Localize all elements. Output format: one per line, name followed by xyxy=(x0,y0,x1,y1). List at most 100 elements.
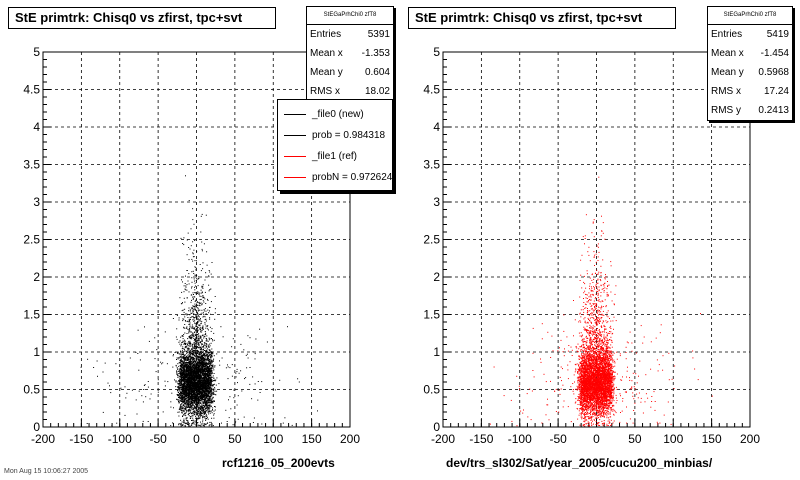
data-point xyxy=(207,366,209,368)
data-point xyxy=(184,398,186,400)
data-point xyxy=(213,373,215,374)
data-point xyxy=(178,357,180,359)
data-point xyxy=(202,357,204,358)
data-point xyxy=(120,387,122,389)
data-point xyxy=(206,396,207,398)
data-point xyxy=(204,319,206,321)
data-point xyxy=(195,306,197,308)
data-point xyxy=(199,401,201,403)
data-point xyxy=(203,411,205,413)
data-point xyxy=(211,376,213,378)
data-point xyxy=(187,342,189,344)
data-point xyxy=(193,316,194,318)
data-point xyxy=(207,377,209,379)
data-point xyxy=(186,375,188,376)
data-point xyxy=(198,338,200,340)
data-point xyxy=(203,350,205,351)
data-point xyxy=(200,322,202,324)
data-point xyxy=(197,355,199,357)
data-point xyxy=(204,395,206,397)
data-point xyxy=(190,385,192,387)
data-point xyxy=(149,424,151,426)
data-point xyxy=(197,315,199,317)
data-point xyxy=(192,388,194,389)
data-point xyxy=(208,312,210,314)
data-point xyxy=(207,386,209,388)
data-point xyxy=(202,328,204,330)
data-point xyxy=(259,328,261,330)
data-point xyxy=(193,371,195,373)
data-point xyxy=(205,412,207,414)
data-point xyxy=(195,364,197,366)
data-point xyxy=(190,399,192,401)
data-point xyxy=(182,397,184,399)
data-point xyxy=(194,320,196,322)
data-point xyxy=(206,366,208,368)
data-point xyxy=(202,416,204,418)
data-point xyxy=(188,393,190,394)
data-point xyxy=(180,336,182,338)
data-point xyxy=(189,338,191,340)
data-point xyxy=(197,313,199,315)
data-point xyxy=(181,403,182,405)
data-point xyxy=(279,379,281,381)
data-point xyxy=(206,351,208,353)
data-point xyxy=(179,378,181,380)
data-point xyxy=(200,341,202,343)
data-point xyxy=(192,241,194,243)
data-point xyxy=(184,364,186,366)
data-point xyxy=(207,328,209,330)
data-point xyxy=(197,364,199,366)
data-point xyxy=(187,320,188,322)
data-point xyxy=(197,291,199,293)
data-point xyxy=(161,363,163,365)
data-point xyxy=(186,417,188,419)
data-point xyxy=(188,391,190,393)
data-point xyxy=(203,378,205,380)
data-point xyxy=(210,375,212,377)
data-point xyxy=(195,361,197,363)
data-point xyxy=(209,387,211,389)
data-point xyxy=(183,244,185,246)
data-point xyxy=(183,384,184,386)
data-point xyxy=(203,404,205,406)
data-point xyxy=(182,403,184,405)
data-point xyxy=(198,390,200,392)
data-point xyxy=(154,337,156,339)
data-point xyxy=(181,356,183,358)
data-point xyxy=(138,390,140,392)
data-point xyxy=(192,406,194,408)
x-tick-label: 150 xyxy=(302,432,322,446)
data-point xyxy=(187,410,189,412)
data-point xyxy=(195,316,196,318)
data-point xyxy=(185,289,187,291)
data-point xyxy=(185,275,186,277)
data-point xyxy=(180,405,182,407)
data-point xyxy=(209,391,211,393)
data-point xyxy=(208,413,210,415)
data-point xyxy=(188,410,190,411)
data-point xyxy=(180,362,182,364)
data-point xyxy=(189,354,191,356)
data-point xyxy=(213,358,215,360)
data-point xyxy=(188,348,190,350)
data-point xyxy=(190,357,192,359)
data-point xyxy=(186,359,188,361)
data-point xyxy=(202,398,204,400)
data-point xyxy=(194,388,196,390)
data-point xyxy=(197,399,199,401)
data-point xyxy=(198,376,200,378)
data-point xyxy=(211,365,212,367)
data-point xyxy=(185,363,187,365)
data-point xyxy=(195,404,197,405)
data-point xyxy=(193,328,195,330)
data-point xyxy=(199,400,201,402)
data-point xyxy=(197,326,199,328)
data-point xyxy=(193,362,195,364)
data-point xyxy=(192,372,194,374)
data-point xyxy=(200,302,202,304)
data-point xyxy=(196,315,197,317)
data-point xyxy=(207,411,209,413)
data-point xyxy=(193,314,195,316)
data-point xyxy=(211,362,213,364)
